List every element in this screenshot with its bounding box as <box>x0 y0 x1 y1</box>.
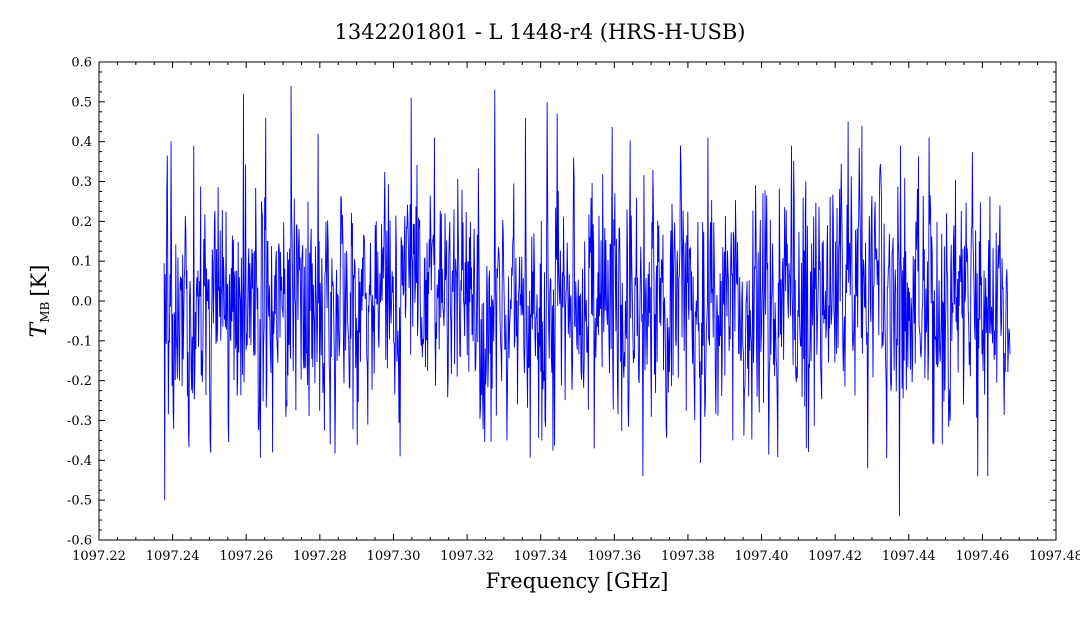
x-tick-label: 1097.44 <box>882 549 936 564</box>
y-tick-label: 0.3 <box>71 175 92 190</box>
y-tick-label: 0.2 <box>71 215 92 230</box>
x-tick-label: 1097.48 <box>1029 549 1080 564</box>
x-tick-label: 1097.24 <box>146 549 200 564</box>
y-tick-label: 0.4 <box>71 135 92 150</box>
y-tick-label: 0.5 <box>71 95 92 110</box>
y-tick-label: -0.6 <box>67 534 92 549</box>
chart-title: 1342201801 - L 1448-r4 (HRS-H-USB) <box>335 20 746 44</box>
y-axis-label: TMB [K] <box>27 265 52 338</box>
y-tick-label: 0.0 <box>71 295 92 310</box>
y-tick-label: -0.1 <box>67 334 92 349</box>
series-line <box>163 85 1011 517</box>
series-layer <box>163 85 1011 517</box>
x-tick-label: 1097.22 <box>72 549 126 564</box>
x-tick-label: 1097.36 <box>587 549 641 564</box>
y-axis-label-subscript: MB <box>38 301 52 322</box>
x-axis-label: Frequency [GHz] <box>486 569 669 593</box>
x-tick-label: 1097.40 <box>735 549 789 564</box>
x-tick-label: 1097.26 <box>219 549 273 564</box>
y-tick-label: 0.1 <box>71 255 92 270</box>
y-tick-label: -0.2 <box>67 374 92 389</box>
x-tick-label: 1097.38 <box>661 549 715 564</box>
x-tick-labels: 1097.22 1097.24 1097.26 1097.28 1097.30 1097.… <box>72 549 1080 564</box>
x-tick-label: 1097.30 <box>367 549 421 564</box>
x-tick-label: 1097.32 <box>440 549 494 564</box>
x-tick-label: 1097.28 <box>293 549 347 564</box>
y-tick-label: -0.3 <box>67 414 92 429</box>
y-tick-labels: -0.6 -0.5 -0.4 -0.3 -0.2 -0.1 0.0 0.1 0.2 0.3 0.4 0… <box>67 56 92 549</box>
plot-frame <box>98 61 1057 541</box>
y-tick-label: -0.4 <box>67 454 92 469</box>
x-tick-label: 1097.46 <box>956 549 1010 564</box>
y-axis-label-symbol: T <box>27 320 52 337</box>
y-tick-label: 0.6 <box>71 56 92 71</box>
y-tick-label: -0.5 <box>67 494 92 509</box>
y-axis-label-unit: [K] <box>27 265 51 297</box>
x-tick-label: 1097.42 <box>808 549 862 564</box>
x-tick-label: 1097.34 <box>514 549 568 564</box>
